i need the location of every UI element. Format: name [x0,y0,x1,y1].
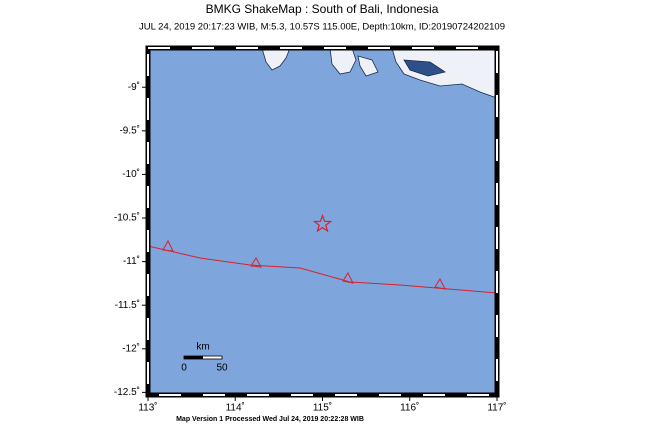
x-tick-label: 116˚ [400,402,419,414]
tooth [342,271,354,284]
scale-label: 50 [216,363,228,374]
x-tick-label: 114˚ [226,402,245,414]
tooth [434,277,446,290]
y-tick-label: -9.5˚ [119,124,140,136]
scale-label: 0 [181,363,187,374]
tooth [250,257,262,268]
scale-bar: km 0 50 [181,342,228,374]
scale-bar-fill [184,356,203,359]
land [261,47,498,99]
sea [148,48,497,395]
y-tick-label: -11˚ [123,255,140,267]
x-tick-label: 117˚ [487,402,506,414]
tooth [162,239,174,252]
y-tick-label: -12˚ [122,342,140,354]
map-subtitle: JUL 24, 2019 20:17:23 WIB, M:5.3, 10.57S… [139,22,505,33]
scale-unit: km [196,342,209,353]
island-relief [403,59,446,77]
map-title: BMKG ShakeMap : South of Bali, Indonesia [206,2,439,16]
y-tick-label: -9˚ [128,81,140,93]
y-tick-label: -12.5˚ [114,386,140,398]
y-tick-label: -10˚ [122,168,140,180]
x-tick-label: 115˚ [313,402,332,414]
y-tick-label: -11.5˚ [115,299,140,311]
map-footer: Map Version 1 Processed Wed Jul 24, 2019… [176,416,364,423]
trench-teeth [162,239,446,290]
epicenter [312,213,333,233]
trench [147,245,498,294]
y-tick-label: -10.5˚ [114,212,140,224]
island [357,55,379,77]
frame [145,45,500,398]
x-tick-label: 113˚ [138,402,157,414]
